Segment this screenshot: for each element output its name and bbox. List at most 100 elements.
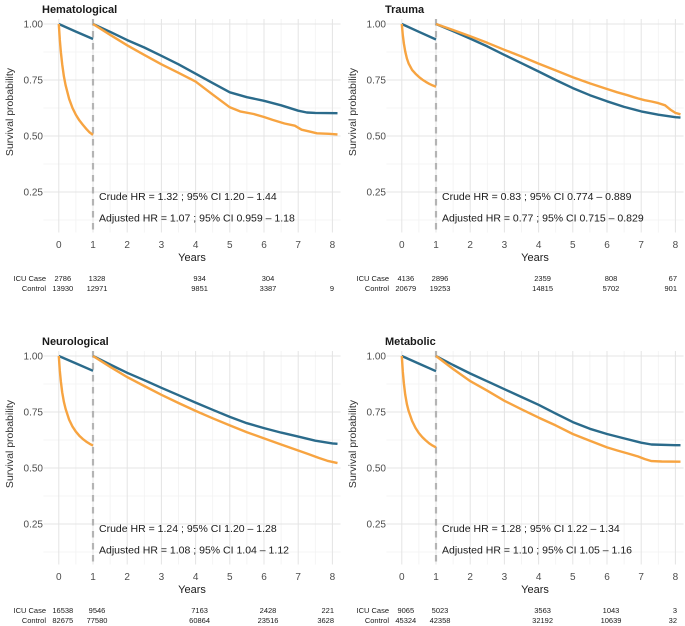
risk-table-row-label: Control — [22, 616, 47, 625]
x-axis-title: Years — [178, 584, 206, 596]
hr-annotation-crude: Crude HR = 1.28 ; 95% CI 1.22 – 1.34 — [442, 523, 620, 535]
survival-plot-neurological: Neurological 1.00 0.75 0.50 0.25 0 1 2 3 4 5 6 7 8 Yea… — [4, 336, 341, 625]
x-tick-label: 7 — [638, 240, 644, 251]
x-tick-label: 7 — [295, 572, 301, 583]
y-tick-label: 1.00 — [24, 352, 44, 363]
risk-table-value: 67 — [669, 274, 677, 283]
y-axis-title: Survival probability — [347, 399, 359, 488]
risk-table-value: 304 — [262, 274, 275, 283]
y-tick-label: 0.25 — [367, 188, 387, 199]
y-tick-label: 0.25 — [24, 188, 44, 199]
y-tick-label: 1.00 — [367, 20, 387, 31]
curve-blue-post-landmark — [435, 354, 681, 447]
x-tick-label: 7 — [638, 572, 644, 583]
x-tick-label: 3 — [159, 240, 165, 251]
risk-table-value: 3563 — [534, 606, 551, 615]
x-tick-label: 2 — [467, 240, 473, 251]
risk-table-value: 45324 — [395, 616, 416, 625]
x-tick-label: 2 — [467, 572, 473, 583]
risk-table-value: 82675 — [52, 616, 73, 625]
panel-hematological: Hematological 1.00 0.75 0.50 0.25 0 1 2 3 4 5 6 7 8 Ye… — [0, 0, 342, 294]
curve-blue-pre-landmark — [58, 354, 94, 372]
y-axis-title: Survival probability — [4, 67, 16, 156]
risk-table-row-label: Control — [365, 616, 390, 625]
curve-blue-pre-landmark — [401, 354, 437, 373]
panel-metabolic: Metabolic 1.00 0.75 0.50 0.25 0 1 2 3 4 5 6 7 8 Years S… — [343, 332, 685, 626]
curve-blue-post-landmark — [435, 22, 681, 119]
curve-orange-post-landmark — [435, 355, 681, 463]
y-tick-label: 0.50 — [24, 464, 44, 475]
y-tick-label: 0.75 — [367, 76, 387, 87]
x-tick-label: 1 — [433, 240, 439, 251]
y-tick-label: 0.75 — [24, 76, 44, 87]
curve-orange-post-landmark — [435, 22, 681, 116]
y-axis-title: Survival probability — [4, 399, 16, 488]
x-tick-label: 7 — [295, 240, 301, 251]
panel-title: Metabolic — [385, 336, 436, 348]
x-tick-label: 5 — [570, 240, 576, 251]
risk-table-value: 77580 — [87, 616, 108, 625]
y-tick-label: 0.25 — [24, 520, 44, 531]
x-tick-label: 2 — [124, 572, 130, 583]
y-axis-title: Survival probability — [347, 67, 359, 156]
risk-table-value: 12971 — [87, 284, 108, 293]
hr-annotation-crude: Crude HR = 0.83 ; 95% CI 0.774 – 0.889 — [442, 191, 632, 203]
x-tick-label: 4 — [536, 572, 542, 583]
x-tick-label: 5 — [227, 572, 233, 583]
risk-table-value: 901 — [664, 284, 677, 293]
x-axis-title: Years — [521, 252, 549, 264]
risk-table-value: 32192 — [532, 616, 553, 625]
x-tick-label: 1 — [90, 240, 96, 251]
curve-orange-pre-landmark — [400, 23, 437, 88]
risk-table-value: 7163 — [191, 606, 208, 615]
curve-orange-pre-landmark — [57, 355, 94, 447]
risk-table-value: 9851 — [191, 284, 208, 293]
x-tick-label: 8 — [673, 240, 679, 251]
risk-table-value: 9065 — [397, 606, 414, 615]
y-tick-label: 0.75 — [24, 408, 44, 419]
risk-table-value: 3387 — [260, 284, 277, 293]
survival-plot-metabolic: Metabolic 1.00 0.75 0.50 0.25 0 1 2 3 4 5 6 7 8 Years S… — [347, 336, 684, 625]
curve-orange-pre-landmark — [400, 355, 437, 449]
x-tick-label: 3 — [159, 572, 165, 583]
risk-table-row-label: ICU Case — [13, 606, 46, 615]
x-tick-label: 2 — [124, 240, 130, 251]
x-tick-label: 0 — [56, 240, 62, 251]
risk-table-value: 808 — [605, 274, 618, 283]
risk-table-value: 2896 — [432, 274, 449, 283]
hr-annotation-adjusted: Adjusted HR = 1.08 ; 95% CI 1.04 – 1.12 — [99, 545, 289, 557]
risk-table-value: 23516 — [258, 616, 279, 625]
curve-orange-post-landmark — [92, 354, 338, 465]
risk-table-value: 5023 — [432, 606, 449, 615]
risk-table-row-label: ICU Case — [13, 274, 46, 283]
risk-table-value: 221 — [321, 606, 334, 615]
panel-title: Hematological — [42, 4, 117, 16]
curve-orange-post-landmark — [92, 22, 338, 136]
curve-blue-pre-landmark — [401, 22, 437, 41]
x-tick-label: 8 — [673, 572, 679, 583]
y-tick-label: 1.00 — [367, 352, 387, 363]
x-tick-label: 4 — [193, 572, 199, 583]
risk-table-value: 42358 — [430, 616, 451, 625]
risk-table-value: 3628 — [317, 616, 334, 625]
risk-table-value: 19253 — [430, 284, 451, 293]
risk-table-value: 1328 — [89, 274, 106, 283]
x-tick-label: 6 — [261, 240, 267, 251]
curve-blue-pre-landmark — [58, 22, 94, 41]
curve-blue-post-landmark — [92, 354, 338, 445]
x-tick-label: 3 — [502, 240, 508, 251]
x-axis-title: Years — [178, 252, 206, 264]
x-tick-label: 1 — [433, 572, 439, 583]
risk-table-row-label: ICU Case — [356, 606, 389, 615]
panel-neurological: Neurological 1.00 0.75 0.50 0.25 0 1 2 3 4 5 6 7 8 Yea… — [0, 332, 342, 626]
risk-table-value: 2786 — [54, 274, 71, 283]
hr-annotation-adjusted: Adjusted HR = 1.10 ; 95% CI 1.05 – 1.16 — [442, 545, 632, 557]
risk-table-value: 1043 — [603, 606, 620, 615]
y-tick-label: 0.50 — [367, 464, 387, 475]
risk-table-value: 20679 — [395, 284, 416, 293]
risk-table-value: 60864 — [189, 616, 210, 625]
panel-title: Trauma — [385, 4, 425, 16]
x-tick-label: 8 — [330, 240, 336, 251]
x-tick-label: 3 — [502, 572, 508, 583]
